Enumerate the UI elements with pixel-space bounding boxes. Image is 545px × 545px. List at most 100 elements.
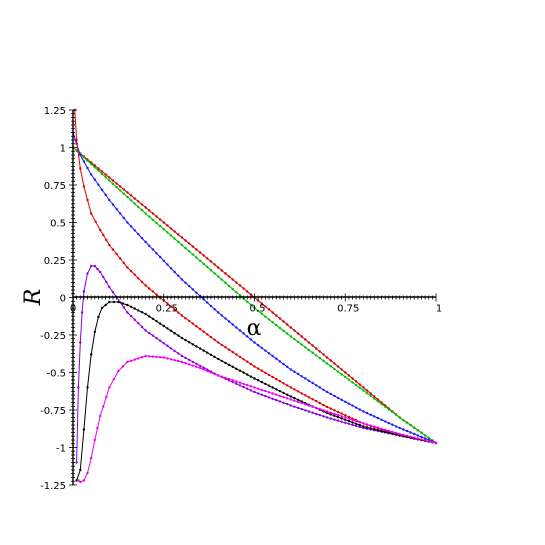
series-5-point bbox=[180, 354, 184, 358]
series-1-point bbox=[177, 233, 180, 236]
series-4-point bbox=[304, 394, 307, 397]
series-6-point bbox=[93, 330, 97, 334]
series-4-point bbox=[206, 333, 209, 336]
series-7-point bbox=[347, 417, 351, 420]
series-5-point bbox=[300, 407, 303, 411]
series-5-point bbox=[129, 314, 133, 318]
series-5-point bbox=[162, 342, 165, 345]
series-3-point bbox=[351, 404, 354, 407]
series-4-point bbox=[90, 212, 93, 215]
series-7-point bbox=[188, 363, 191, 366]
series-6-point bbox=[191, 343, 194, 346]
series-3-point bbox=[329, 392, 332, 396]
series-4-point bbox=[115, 252, 118, 256]
series-7-point bbox=[169, 358, 173, 361]
series-5-point bbox=[358, 425, 361, 429]
series-6-point bbox=[104, 303, 107, 307]
series-6-point bbox=[376, 428, 380, 432]
series-1-point bbox=[373, 395, 376, 398]
series-2-point bbox=[126, 195, 129, 199]
series-3-point bbox=[362, 410, 365, 413]
series-7-point bbox=[329, 411, 332, 414]
series-2-point bbox=[325, 362, 329, 365]
series-3-point bbox=[104, 193, 107, 197]
series-3-point bbox=[79, 153, 82, 157]
series-4-point bbox=[311, 398, 314, 401]
series-5-point bbox=[325, 416, 329, 419]
series-5-point bbox=[351, 423, 354, 427]
series-3-point bbox=[162, 259, 165, 262]
series-6-point bbox=[162, 324, 165, 328]
series-7-point bbox=[405, 434, 409, 437]
series-3-point bbox=[260, 346, 263, 350]
series-5-point bbox=[105, 280, 108, 284]
series-1-point bbox=[347, 374, 351, 377]
x-axis-title: α bbox=[247, 316, 262, 341]
tick-labels-layer: 0 0.25 0.5 0.75 1 1.25 1 0.75 0.5 0.25 0 -0.25 -0.5 -… bbox=[40, 106, 442, 492]
series-6-point bbox=[148, 315, 151, 318]
series-4-point bbox=[122, 261, 126, 265]
series-6-point bbox=[246, 373, 249, 376]
series-3-point bbox=[373, 415, 376, 418]
series-7-point bbox=[133, 358, 136, 361]
series-2-point bbox=[358, 386, 361, 389]
series-2-point bbox=[206, 265, 209, 269]
series-6-point bbox=[180, 336, 184, 340]
series-1-point bbox=[315, 347, 318, 350]
series-4-point bbox=[325, 405, 329, 409]
series-2-point bbox=[104, 176, 107, 179]
series-4-point bbox=[209, 335, 213, 339]
series-2-point bbox=[423, 434, 427, 437]
series-7-point bbox=[431, 440, 434, 444]
series-3-point bbox=[133, 229, 136, 232]
series-7-point bbox=[423, 439, 427, 442]
series-2-point bbox=[253, 306, 256, 310]
series-6-point bbox=[112, 300, 116, 304]
series-2-point bbox=[329, 365, 332, 368]
series-2-point bbox=[267, 318, 271, 321]
series-4-point bbox=[213, 338, 216, 341]
series-1-point bbox=[104, 173, 107, 176]
series-3-point bbox=[119, 212, 122, 215]
series-7-point bbox=[398, 432, 401, 436]
series-1-point bbox=[278, 317, 282, 320]
series-2-point bbox=[416, 429, 419, 432]
series-4-point bbox=[177, 311, 180, 314]
series-3-point bbox=[387, 421, 390, 425]
series-4-point bbox=[300, 392, 303, 395]
series-6-point bbox=[238, 369, 242, 372]
series-7-point bbox=[376, 426, 380, 429]
series-6-point bbox=[351, 421, 354, 424]
series-1-point bbox=[333, 362, 336, 365]
series-1-point bbox=[271, 311, 274, 314]
series-5-point bbox=[242, 385, 245, 389]
series-4-point bbox=[86, 198, 89, 202]
series-6-point bbox=[108, 300, 111, 304]
series-3-point bbox=[140, 236, 144, 240]
series-7-point bbox=[333, 412, 336, 416]
series-2-point bbox=[249, 303, 253, 307]
series-4-point bbox=[289, 386, 292, 389]
series-7-point bbox=[108, 386, 111, 389]
series-2-point bbox=[227, 284, 231, 288]
series-3-point bbox=[144, 240, 147, 244]
series-3-point bbox=[394, 425, 398, 428]
x-tick-label: 0 bbox=[70, 304, 76, 315]
series-4-point bbox=[166, 302, 169, 305]
series-5-point bbox=[293, 405, 296, 408]
series-1-point bbox=[217, 266, 220, 269]
series-5-point bbox=[177, 352, 180, 355]
series-7-point bbox=[129, 359, 133, 362]
series-5-point bbox=[151, 334, 155, 337]
series-6-point bbox=[133, 307, 136, 310]
series-3-point bbox=[242, 332, 245, 335]
series-5-point bbox=[155, 336, 158, 340]
series-4-point bbox=[220, 343, 223, 347]
series-7-point bbox=[293, 399, 296, 402]
series-1-point bbox=[155, 215, 158, 218]
series-2-point bbox=[158, 224, 162, 228]
series-3-point bbox=[206, 301, 209, 304]
x-tick-label: 0.25 bbox=[156, 304, 178, 315]
series-1-point bbox=[133, 197, 136, 200]
series-2-point bbox=[293, 338, 296, 341]
